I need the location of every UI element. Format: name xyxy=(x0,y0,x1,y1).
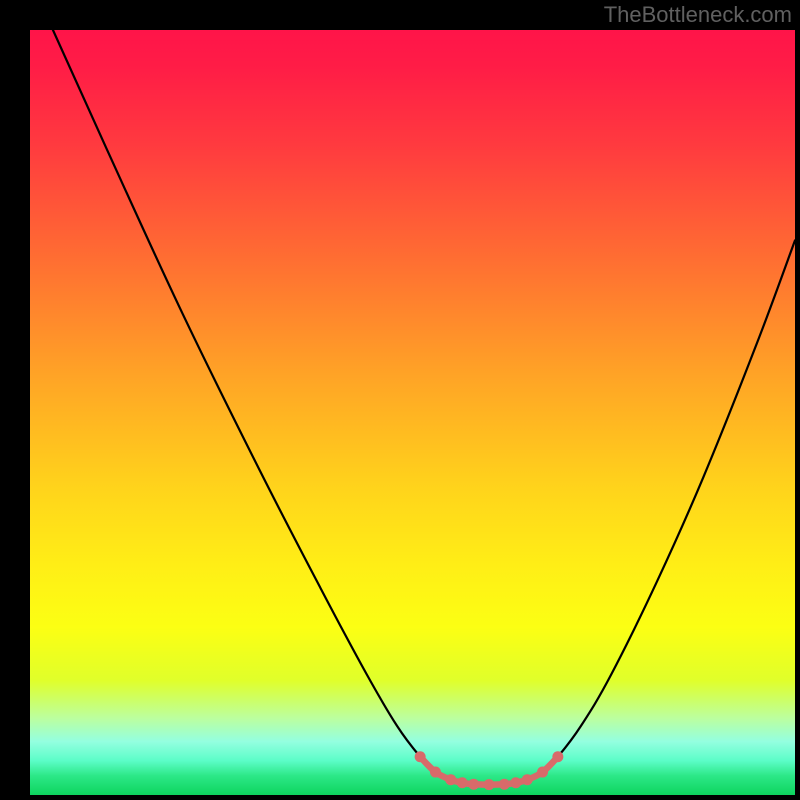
plot-area xyxy=(30,30,795,795)
good-band-marker xyxy=(499,779,510,790)
good-band-marker xyxy=(430,767,441,778)
good-band-marker xyxy=(484,779,495,790)
good-band-marker xyxy=(468,779,479,790)
good-band-marker xyxy=(445,774,456,785)
chart-svg xyxy=(30,30,795,795)
good-band-marker xyxy=(510,777,521,788)
good-band-marker xyxy=(415,751,426,762)
good-band-marker xyxy=(522,774,533,785)
chart-container: TheBottleneck.com xyxy=(0,0,800,800)
gradient-background xyxy=(30,30,795,795)
good-band-marker xyxy=(537,767,548,778)
good-band-marker xyxy=(552,751,563,762)
watermark-text: TheBottleneck.com xyxy=(604,2,792,28)
good-band-marker xyxy=(457,777,468,788)
